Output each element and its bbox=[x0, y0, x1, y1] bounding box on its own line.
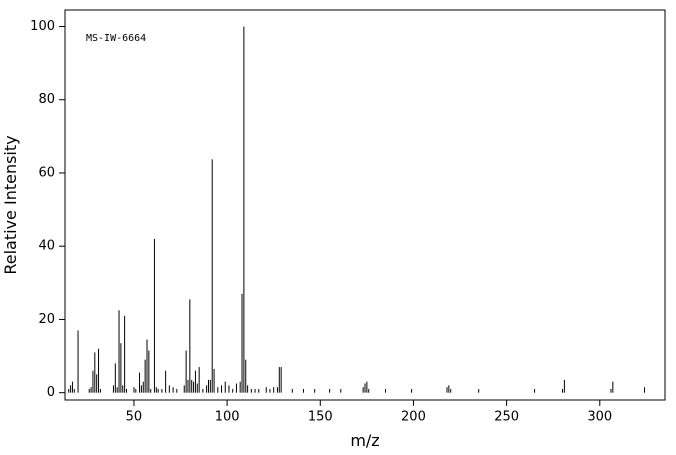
x-tick-label: 50 bbox=[126, 410, 143, 425]
y-tick-label: 40 bbox=[38, 239, 55, 254]
x-tick-label: 250 bbox=[494, 410, 519, 425]
x-axis-label: m/z bbox=[350, 431, 379, 450]
x-tick-label: 200 bbox=[401, 410, 426, 425]
y-tick-label: 60 bbox=[38, 165, 55, 180]
y-tick-label: 20 bbox=[38, 312, 55, 327]
x-tick-label: 300 bbox=[587, 410, 612, 425]
y-axis-label: Relative Intensity bbox=[1, 135, 20, 274]
y-tick-label: 80 bbox=[38, 92, 55, 107]
annotation: MS-IW-6664 bbox=[86, 33, 146, 44]
y-tick-label: 100 bbox=[30, 19, 55, 34]
plot-frame bbox=[64, 9, 666, 401]
x-tick-label: 100 bbox=[215, 410, 240, 425]
y-tick-label: 0 bbox=[47, 385, 55, 400]
x-tick-label: 150 bbox=[308, 410, 333, 425]
